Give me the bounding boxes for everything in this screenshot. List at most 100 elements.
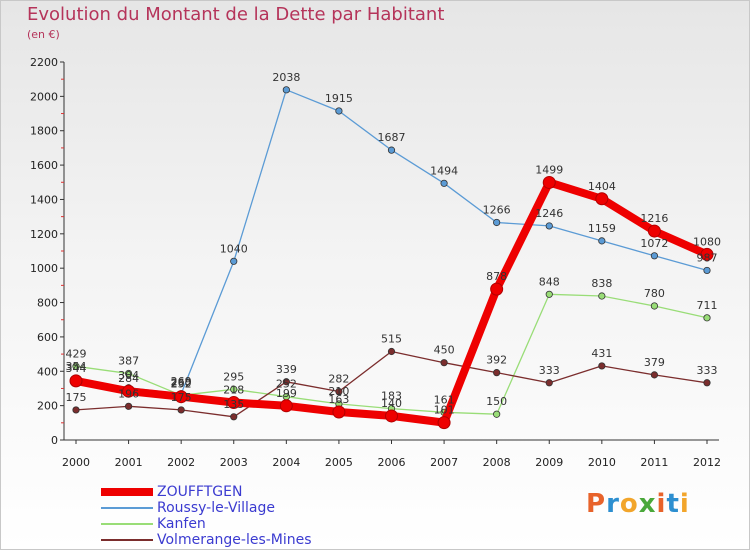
data-label-0: 1499 <box>535 163 563 176</box>
logo-letter: r <box>606 489 620 519</box>
y-tick-label: 0 <box>51 434 58 447</box>
chart-title: Evolution du Montant de la Dette par Hab… <box>27 4 445 25</box>
series-point-2 <box>545 290 553 298</box>
data-label-0: 878 <box>486 270 507 283</box>
series-point-1 <box>387 146 396 154</box>
data-label-2: 838 <box>591 277 612 290</box>
logo-letter: P <box>586 489 607 519</box>
series-point-1 <box>650 252 659 260</box>
series-point-1 <box>598 237 606 245</box>
series-point-0 <box>385 409 398 423</box>
series-point-3 <box>598 362 606 370</box>
series-point-1 <box>440 179 448 187</box>
legend-swatch <box>101 539 153 541</box>
series-point-0 <box>279 399 293 413</box>
y-tick-label: 200 <box>37 400 58 413</box>
series-point-0 <box>174 390 188 404</box>
data-label-2: 848 <box>539 275 560 288</box>
legend-label: Kanfen <box>157 516 206 532</box>
y-tick-label: 800 <box>37 297 58 310</box>
legend-label: ZOUFFTGEN <box>157 484 243 500</box>
data-label-2: 210 <box>328 385 349 398</box>
data-label-3: 333 <box>697 364 718 377</box>
data-label-2: 161 <box>434 393 455 406</box>
series-point-1 <box>282 86 290 94</box>
data-label-1: 269 <box>171 375 192 388</box>
y-tick-label: 400 <box>37 365 58 378</box>
x-tick-label: 2011 <box>640 456 668 469</box>
logo-letter: t <box>666 489 680 519</box>
y-tick-label: 1600 <box>30 159 58 172</box>
data-label-2: 260 <box>171 376 192 389</box>
series-point-0 <box>437 416 451 430</box>
series-point-1 <box>230 257 238 265</box>
series-point-1 <box>335 107 343 115</box>
data-label-3: 450 <box>434 344 455 357</box>
data-label-1: 354 <box>66 360 87 373</box>
series-point-1 <box>493 218 501 227</box>
y-tick-label: 1000 <box>30 262 58 275</box>
logo-letter: o <box>619 489 639 519</box>
data-label-1: 1040 <box>220 242 248 255</box>
data-label-2: 150 <box>486 395 507 408</box>
x-tick-label: 2012 <box>693 456 721 469</box>
legend-label: Volmerange-les-Mines <box>157 532 312 548</box>
x-tick-label: 2002 <box>167 456 195 469</box>
data-label-0: 1404 <box>588 180 616 193</box>
data-label-3: 196 <box>118 387 139 400</box>
legend-swatch <box>101 523 153 525</box>
data-label-0: 1216 <box>640 212 668 225</box>
logo-letter: i <box>679 489 690 519</box>
data-label-2: 780 <box>644 287 665 300</box>
data-label-1: 2038 <box>272 71 300 84</box>
y-tick-label: 600 <box>37 331 58 344</box>
data-label-1: 304 <box>118 369 139 382</box>
data-label-1: 987 <box>697 251 718 264</box>
data-label-1: 1915 <box>325 92 353 105</box>
series-point-3 <box>703 379 711 387</box>
series-point-3 <box>177 406 185 414</box>
series-point-0 <box>647 224 661 238</box>
y-tick-label: 1800 <box>30 125 58 138</box>
data-label-3: 515 <box>381 333 402 346</box>
data-label-2: 252 <box>276 378 297 391</box>
series-point-2 <box>650 302 659 310</box>
series-point-0 <box>542 175 556 189</box>
y-tick-label: 2000 <box>30 90 58 103</box>
y-tick-label: 2200 <box>30 56 58 69</box>
series-point-3 <box>387 347 396 356</box>
data-label-3: 175 <box>171 391 192 404</box>
data-label-0: 344 <box>66 362 87 375</box>
series-point-0 <box>595 192 609 206</box>
data-label-1: 1072 <box>640 237 668 250</box>
x-tick-label: 2004 <box>272 456 300 469</box>
series-point-3 <box>650 371 659 379</box>
data-label-0: 252 <box>171 378 192 391</box>
series-point-2 <box>598 292 606 300</box>
legend-label: Roussy-le-Village <box>157 500 275 516</box>
data-label-1: 1266 <box>483 203 511 216</box>
data-label-2: 711 <box>697 299 718 312</box>
series-point-0 <box>490 282 504 296</box>
x-tick-label: 2010 <box>588 456 616 469</box>
data-label-0: 140 <box>381 397 402 410</box>
data-label-3: 392 <box>486 354 507 367</box>
data-label-0: 101 <box>434 404 455 417</box>
x-tick-label: 2005 <box>325 456 353 469</box>
legend-swatch <box>101 488 153 496</box>
series-point-2 <box>493 410 501 418</box>
data-label-0: 199 <box>276 387 297 400</box>
series-point-2 <box>230 385 238 393</box>
x-tick-label: 2009 <box>535 456 563 469</box>
series-point-0 <box>700 247 714 261</box>
y-tick-label: 1200 <box>30 228 58 241</box>
x-tick-label: 2000 <box>62 456 90 469</box>
data-label-1: 1246 <box>535 207 563 220</box>
data-label-2: 183 <box>381 390 402 403</box>
logo-letter: x <box>638 489 657 519</box>
data-label-3: 431 <box>591 347 612 360</box>
series-point-2 <box>703 314 711 322</box>
data-label-3: 333 <box>539 364 560 377</box>
